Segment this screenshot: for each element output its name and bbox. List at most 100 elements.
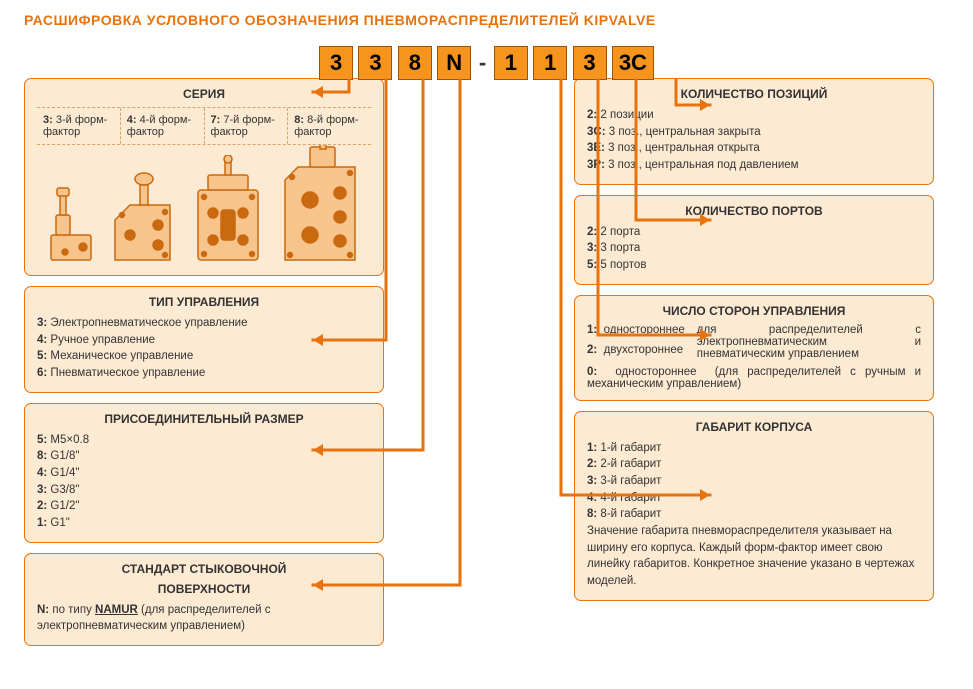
sides-row3: 0: одностороннее (для распределителей с … (587, 366, 921, 390)
list-item-key: 3: (37, 317, 50, 329)
list-item-key: 5: (587, 259, 600, 271)
list-item-text: 1-й габарит (600, 442, 661, 454)
dock-std-body: N: по типу NAMUR (для распределителей с … (37, 602, 371, 635)
list-item: 2: G1/2" (37, 498, 371, 515)
list-item-key: 4: (37, 467, 50, 479)
list-item-text: Механическое управление (50, 350, 193, 362)
right-column: КОЛИЧЕСТВО ПОЗИЦИЙ 2: 2 позиции3C: 3 поз… (574, 78, 934, 646)
control-type-header: ТИП УПРАВЛЕНИЯ (37, 295, 371, 309)
series-key-3: 3: (43, 114, 53, 126)
box-body-size: ГАБАРИТ КОРПУСА 1: 1-й габарит2: 2-й габ… (574, 411, 934, 601)
box-control-type: ТИП УПРАВЛЕНИЯ 3: Электропневматическое … (24, 286, 384, 393)
list-item-text: Пневматическое управление (50, 367, 205, 379)
sides-row3-label: одностороннее (615, 366, 696, 378)
list-item-key: 3E: (587, 142, 608, 154)
sides-row2: 2: двухстороннее (587, 344, 685, 356)
list-item-text: 2 позиции (600, 109, 653, 121)
valve-figure-8 (280, 145, 365, 265)
list-item-key: 3: (587, 242, 600, 254)
list-item: 8: G1/8" (37, 448, 371, 465)
list-item-text: Электропневматическое управление (50, 317, 247, 329)
sides-row1-key: 1: (587, 324, 597, 336)
series-text-3: 3-й форм-фактор (43, 114, 107, 138)
list-item-text: G1/2" (50, 500, 79, 512)
body-size-list: 1: 1-й габарит2: 2-й габарит 3: 3-й габар… (587, 440, 921, 523)
dock-std-pre: по типу (52, 604, 95, 616)
series-col-3: 3: 3-й форм-фактор (37, 108, 120, 144)
list-item-key: 2: (587, 458, 600, 470)
valve-figure-3 (43, 180, 98, 265)
list-item: 4: G1/4" (37, 465, 371, 482)
conn-size-list: 5: M5×0.88: G1/8"4: G1/4"3: G3/8"2: G1/2… (37, 432, 371, 532)
list-item-text: 3 поз., центральная открыта (608, 142, 760, 154)
code-row: 3 3 8 N - 1 1 3 3C (0, 46, 973, 80)
code-char-8: 3C (612, 46, 654, 80)
list-item: 3E: 3 поз., центральная открыта (587, 140, 921, 157)
list-item-text: 2-й габарит (600, 458, 661, 470)
code-char-3: 8 (398, 46, 432, 80)
list-item-key: 3C: (587, 126, 609, 138)
list-item: 3C: 3 поз., центральная закрыта (587, 124, 921, 141)
list-item-key: 2: (587, 226, 600, 238)
sides-row1: 1: одностороннее (587, 324, 685, 336)
list-item-key: 8: (587, 508, 600, 520)
series-col-8: 8: 8-й форм-фактор (287, 108, 371, 144)
code-char-6: 1 (533, 46, 567, 80)
box-series: СЕРИЯ 3: 3-й форм-фактор 4: 4-й форм-фак… (24, 78, 384, 276)
box-sides: ЧИСЛО СТОРОН УПРАВЛЕНИЯ 1: одностороннее… (574, 295, 934, 401)
series-text-4: 4-й форм-фактор (127, 114, 191, 138)
list-item-text: 3-й габарит (600, 475, 661, 487)
list-item-text: G1/4" (50, 467, 79, 479)
code-char-7: 3 (573, 46, 607, 80)
box-ports: КОЛИЧЕСТВО ПОРТОВ 2: 2 порта3: 3 порта5:… (574, 195, 934, 285)
box-dock-std: СТАНДАРТ СТЫКОВОЧНОЙ ПОВЕРХНОСТИ N: по т… (24, 553, 384, 646)
list-item: 3P: 3 поз., центральная под давлением (587, 157, 921, 174)
list-item: 2: 2 позиции (587, 107, 921, 124)
list-item-text: 2 порта (600, 226, 640, 238)
positions-list: 2: 2 позиции3C: 3 поз., центральная закр… (587, 107, 921, 174)
ports-list: 2: 2 порта3: 3 порта5: 5 портов (587, 224, 921, 274)
box-conn-size: ПРИСОЕДИНИТЕЛЬНЫЙ РАЗМЕР 5: M5×0.88: G1/… (24, 403, 384, 543)
sides-right-note: для распределителей с электропневматичес… (697, 324, 921, 360)
sides-header: ЧИСЛО СТОРОН УПРАВЛЕНИЯ (587, 304, 921, 318)
series-text-8: 8-й форм-фактор (294, 114, 358, 138)
list-item: 1: 1-й габарит (587, 440, 921, 457)
control-type-list: 3: Электропневматическое управление 4: Ру… (37, 315, 371, 382)
list-item-text: 5 портов (600, 259, 646, 271)
series-header: СЕРИЯ (37, 87, 371, 101)
list-item-text: G1/8" (50, 450, 79, 462)
list-item: 4: Ручное управление (37, 332, 371, 349)
code-char-1: 3 (319, 46, 353, 80)
valve-figure-4 (110, 165, 180, 265)
list-item-key: 2: (587, 109, 600, 121)
conn-size-header: ПРИСОЕДИНИТЕЛЬНЫЙ РАЗМЕР (37, 412, 371, 426)
list-item: 3: 3-й габарит (587, 473, 921, 490)
sides-grid: 1: одностороннее для распределителей с э… (587, 324, 921, 390)
page-title: РАСШИФРОВКА УСЛОВНОГО ОБОЗНАЧЕНИЯ ПНЕВМО… (24, 12, 949, 28)
dock-std-header-l1: СТАНДАРТ СТЫКОВОЧНОЙ (37, 562, 371, 576)
body-size-note: Значение габарита пневмораспределителя у… (587, 523, 921, 590)
list-item: 5: Механическое управление (37, 348, 371, 365)
dock-std-header-l2: ПОВЕРХНОСТИ (37, 582, 371, 596)
list-item: 5: M5×0.8 (37, 432, 371, 449)
list-item-key: 3P: (587, 159, 608, 171)
series-key-row: 3: 3-й форм-фактор 4: 4-й форм-фактор 7:… (37, 107, 371, 145)
list-item-text: 4-й габарит (600, 492, 661, 504)
list-item-text: 3 поз., центральная закрыта (609, 126, 761, 138)
list-item-text: 8-й габарит (600, 508, 661, 520)
list-item: 4: 4-й габарит (587, 490, 921, 507)
list-item-text: G3/8" (50, 484, 79, 496)
dock-std-key: N: (37, 604, 49, 616)
positions-header: КОЛИЧЕСТВО ПОЗИЦИЙ (587, 87, 921, 101)
list-item-key: 1: (37, 517, 50, 529)
list-item: 5: 5 портов (587, 257, 921, 274)
list-item: 8: 8-й габарит (587, 506, 921, 523)
sides-row2-key: 2: (587, 344, 597, 356)
list-item-key: 1: (587, 442, 600, 454)
dock-std-name: NAMUR (95, 604, 138, 616)
list-item-text: G1" (50, 517, 69, 529)
sides-row3-key: 0: (587, 366, 597, 378)
list-item: 2: 2 порта (587, 224, 921, 241)
list-item-text: 3 порта (600, 242, 640, 254)
series-col-7: 7: 7-й форм-фактор (204, 108, 288, 144)
